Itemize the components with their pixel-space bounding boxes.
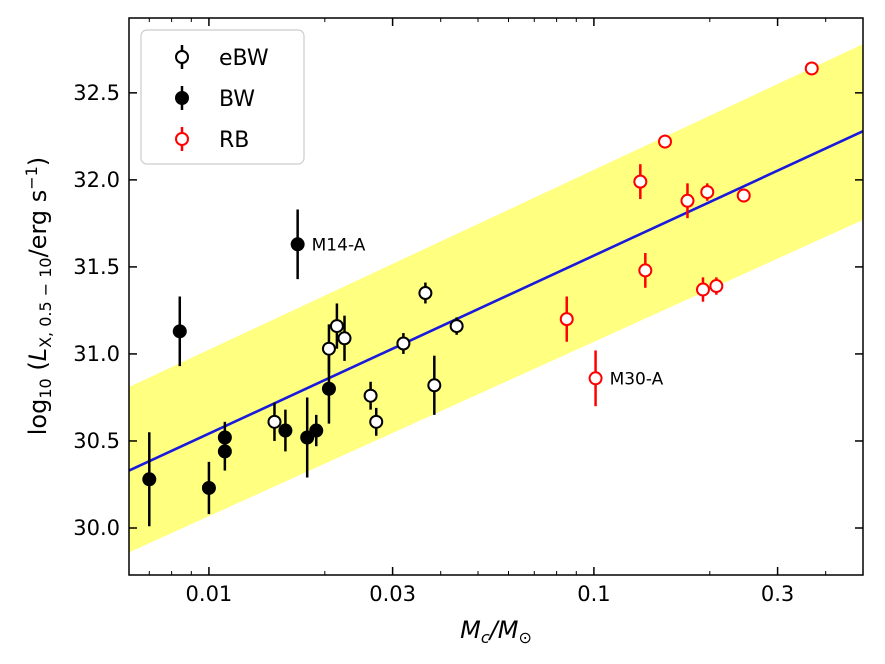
legend-label-bw: BW	[219, 87, 255, 112]
point-bw-9	[321, 381, 336, 396]
y-tick-label-0: 30.0	[73, 516, 120, 540]
point-bw-6	[290, 237, 305, 252]
plot-area	[129, 44, 863, 553]
point-ebw-1	[321, 341, 336, 356]
point-rb-7	[700, 185, 715, 200]
fit-line	[129, 129, 863, 472]
point-ebw-8	[427, 378, 442, 393]
series-bw	[142, 209, 336, 527]
point-ebw-9	[449, 319, 464, 334]
point-bw-0	[142, 472, 157, 487]
annotation-m30-a: M30-A	[610, 369, 664, 389]
point-ebw-6	[396, 336, 411, 351]
point-rb-10	[804, 61, 819, 76]
legend-label-ebw: eBW	[219, 46, 269, 71]
legend-marker-ebw	[175, 50, 189, 64]
y-tick-label-4: 32.0	[73, 168, 120, 192]
x-axis-label: Mc/M⊙	[460, 616, 532, 647]
point-bw-8	[309, 423, 324, 438]
x-tick-label-3: 0.3	[761, 582, 794, 606]
annotation-m14-a: M14-A	[312, 235, 366, 255]
y-tick-label-1: 30.5	[73, 429, 120, 453]
legend-label-rb: RB	[219, 128, 249, 153]
legend-marker-bw	[175, 91, 189, 105]
point-rb-9	[736, 188, 751, 203]
point-ebw-4	[363, 388, 378, 403]
point-rb-4	[658, 134, 673, 149]
legend-entry-rb: RB	[175, 127, 249, 153]
y-tick-label-2: 31.0	[73, 342, 120, 366]
legend: eBW BW RB	[140, 29, 305, 165]
point-rb-5	[680, 193, 695, 208]
y-axis-label: log10 (LX, 0.5 − 10/erg s−1)	[22, 157, 55, 435]
point-rb-0	[559, 312, 574, 327]
point-rb-6	[695, 282, 710, 297]
point-bw-2	[201, 480, 216, 495]
y-tick-label-5: 32.5	[73, 81, 120, 105]
point-ebw-5	[369, 414, 384, 429]
axis-ticks: 0.01 0.03 0.1 0.3 30.0 30.5 31.0 31.5 32.0 32.5	[73, 18, 864, 606]
point-bw-4	[217, 444, 232, 459]
data-points	[142, 61, 819, 527]
y-tick-label-3: 31.5	[73, 255, 120, 279]
point-ebw-2	[329, 319, 344, 334]
point-rb-3	[638, 263, 653, 278]
x-tick-label-1: 0.03	[369, 582, 416, 606]
legend-entry-bw: BW	[175, 86, 255, 112]
point-ebw-7	[418, 286, 433, 301]
point-rb-8	[709, 279, 724, 294]
point-rb-2	[633, 174, 648, 189]
point-ebw-0	[267, 414, 282, 429]
point-ebw-3	[337, 331, 352, 346]
point-bw-5	[278, 423, 293, 438]
x-tick-label-2: 0.1	[577, 582, 610, 606]
legend-entry-ebw: eBW	[175, 45, 269, 71]
legend-marker-rb	[175, 132, 189, 146]
plot-frame	[128, 17, 864, 576]
point-bw-1	[172, 324, 187, 339]
x-tick-label-0: 0.01	[186, 582, 233, 606]
point-bw-7	[300, 430, 315, 445]
point-rb-1	[588, 371, 603, 386]
series-rb	[559, 61, 819, 407]
annotations: M14-A M30-A	[312, 235, 664, 389]
series-ebw	[267, 282, 464, 441]
